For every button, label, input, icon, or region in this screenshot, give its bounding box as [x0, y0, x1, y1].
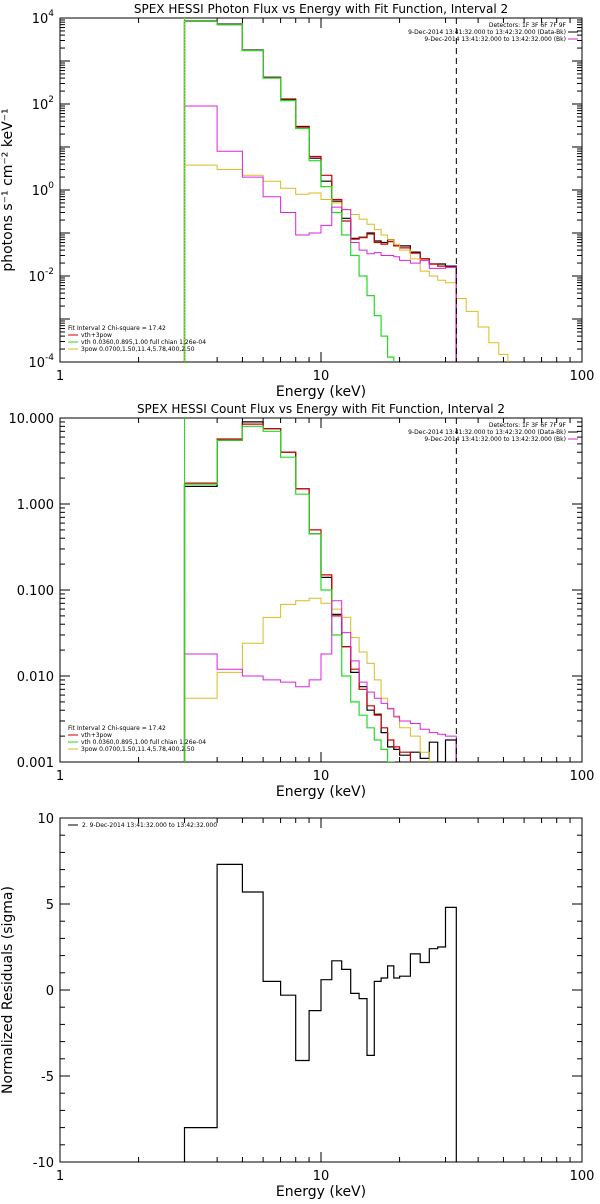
- x-tick-label: 10: [313, 769, 330, 784]
- y-tick-label: 0.010: [17, 670, 54, 685]
- chart-title: SPEX HESSI Count Flux vs Energy with Fit…: [137, 402, 505, 416]
- legend-entry: Detectors: 1F 3F 6F 7F 9F: [489, 422, 567, 429]
- y-tick-exponent: 2: [48, 95, 54, 105]
- y-tick-base: 10: [28, 356, 45, 371]
- x-tick-label: 10: [313, 369, 330, 384]
- legend-entry: 2. 9-Dec-2014 13:41:32.000 to 13:42:32.0…: [82, 822, 217, 829]
- y-tick-exponent: 4: [48, 9, 54, 19]
- plot-frame: [59, 17, 583, 363]
- fit-legend-entry: vth 0.0360,0.895,1.00 full chian 1.26e-0…: [81, 339, 206, 346]
- y-tick-label: 0: [46, 984, 54, 999]
- y-tick-exponent: -4: [45, 353, 54, 363]
- y-tick-label: 5: [46, 898, 54, 913]
- series-line-background: [184, 600, 457, 762]
- series-line-data: [183, 863, 457, 1162]
- series-line-nonthermal: [184, 597, 430, 762]
- legend-entry: 9-Dec-2014 13:41:32.000 to 13:42:32.000 …: [424, 36, 566, 43]
- y-tick-label: 10.000: [9, 412, 55, 427]
- chart-panel-2: SPEX HESSI Count Flux vs Energy with Fit…: [9, 402, 595, 800]
- fit-legend-header: Fit Interval 2 Chi-square = 17.42: [68, 325, 166, 332]
- fit-legend-entry: 3pow 0.0700,1.50,11.4,5.78,400,2.50: [81, 746, 195, 753]
- y-tick-label: 104: [32, 9, 55, 27]
- fit-legend-entry: vth+3pow: [81, 732, 112, 739]
- chart-panel-1: SPEX HESSI Photon Flux vs Energy with Fi…: [0, 2, 594, 400]
- x-tick-label: 1: [56, 369, 64, 384]
- y-tick-label: 10-2: [28, 267, 54, 285]
- x-axis-label: Energy (keV): [276, 1184, 366, 1200]
- x-tick-label: 1: [56, 769, 64, 784]
- y-tick-label: 100: [32, 181, 55, 199]
- series-line-thermal: [183, 20, 395, 362]
- x-tick-label: 1: [56, 1169, 64, 1184]
- y-tick-base: 10: [32, 12, 49, 27]
- legend-entry: Detectors: 1F 3F 6F 7F 9F: [489, 22, 567, 29]
- y-tick-exponent: 0: [48, 181, 54, 191]
- y-axis-label: photons s⁻¹ cm⁻² keV⁻¹: [0, 108, 16, 271]
- y-tick-label: 10-4: [28, 353, 54, 371]
- legend-entry: 9-Dec-2014 13:41:32.000 to 13:42:32.000 …: [408, 29, 566, 36]
- series-line-data: [183, 421, 457, 762]
- x-tick-label: 100: [570, 769, 595, 784]
- series-group: [183, 20, 509, 362]
- series-group: [183, 421, 457, 762]
- x-tick-label: 100: [570, 369, 595, 384]
- series-line-nonthermal: [184, 164, 509, 362]
- chart-title: SPEX HESSI Photon Flux vs Energy with Fi…: [134, 2, 508, 16]
- fit-legend-entry: 3pow 0.0700,1.50,11.4,5.78,400,2.50: [81, 346, 195, 353]
- y-tick-label: 1.000: [17, 498, 54, 513]
- y-tick-label: 102: [32, 95, 54, 113]
- y-tick-base: 10: [28, 270, 45, 285]
- x-axis-label: Energy (keV): [276, 384, 366, 400]
- y-tick-label: 10: [37, 812, 54, 827]
- fit-legend-entry: vth 0.0360,0.895,1.00 full chian 1.26e-0…: [81, 739, 206, 746]
- series-group: [183, 863, 457, 1162]
- y-tick-label: -10: [33, 1156, 54, 1171]
- series-line-total: [183, 423, 411, 762]
- y-axis-label: Normalized Residuals (sigma): [0, 886, 16, 1094]
- y-tick-label: -5: [41, 1070, 54, 1085]
- y-tick-exponent: -2: [45, 267, 54, 277]
- y-tick-base: 10: [32, 184, 49, 199]
- fit-legend-entry: vth+3pow: [81, 332, 112, 339]
- chart-panel-3: 1 10 100 Energy (keV) -10 -5 0 5 10 Normalized Re…: [0, 812, 594, 1200]
- fit-legend-header: Fit Interval 2 Chi-square = 17.42: [68, 725, 166, 732]
- x-axis-label: Energy (keV): [276, 784, 366, 800]
- y-tick-label: 0.100: [17, 584, 54, 599]
- x-tick-label: 10: [313, 1169, 330, 1184]
- x-tick-label: 100: [570, 1169, 595, 1184]
- y-tick-base: 10: [32, 98, 49, 113]
- legend-entry: 9-Dec-2014 13:41:32.000 to 13:42:32.000 …: [408, 429, 566, 436]
- y-tick-label: 0.001: [17, 756, 54, 771]
- series-line-thermal: [183, 425, 395, 762]
- series-line-background: [184, 105, 457, 362]
- legend-entry: 9-Dec-2014 13:41:32.000 to 13:42:32.000 …: [424, 436, 566, 443]
